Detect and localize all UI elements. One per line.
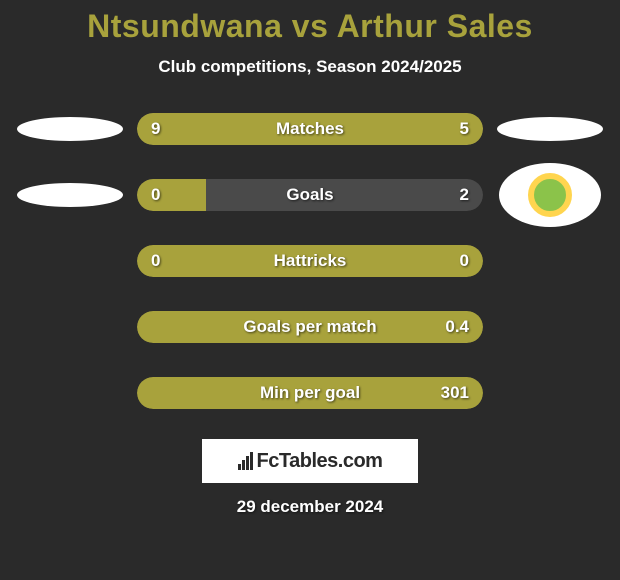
team-badge-placeholder	[17, 183, 123, 207]
stat-value-left: 0	[151, 251, 160, 271]
stat-row: 0 Hattricks 0	[0, 235, 620, 287]
stat-value-left: 0	[151, 185, 160, 205]
right-badge-slot	[495, 103, 605, 155]
stat-label: Min per goal	[260, 383, 360, 403]
stat-value-right: 0.4	[445, 317, 469, 337]
stat-label: Goals	[286, 185, 333, 205]
stat-bar: 0 Hattricks 0	[137, 245, 483, 277]
stat-label: Hattricks	[274, 251, 347, 271]
brand-text: FcTables.com	[257, 450, 383, 473]
right-badge-slot	[495, 367, 605, 419]
stat-row: 0 Goals 2	[0, 169, 620, 221]
brand-logo: FcTables.com	[202, 439, 418, 483]
stat-row: Min per goal 301	[0, 367, 620, 419]
left-badge-slot	[15, 301, 125, 353]
stat-label: Goals per match	[243, 317, 376, 337]
stat-value-right: 2	[460, 185, 469, 205]
right-badge-slot	[495, 235, 605, 287]
left-badge-slot	[15, 169, 125, 221]
comparison-rows: 9 Matches 5 0 Goals 2 0 Hattricks 0 Goals per mat…	[0, 103, 620, 419]
right-badge-slot	[495, 169, 605, 221]
stat-value-left: 9	[151, 119, 160, 139]
club-badge	[499, 163, 601, 227]
stat-label: Matches	[276, 119, 344, 139]
stat-row: 9 Matches 5	[0, 103, 620, 155]
subtitle: Club competitions, Season 2024/2025	[0, 57, 620, 77]
left-badge-slot	[15, 235, 125, 287]
stat-bar: Min per goal 301	[137, 377, 483, 409]
stat-bar: 0 Goals 2	[137, 179, 483, 211]
stat-row: Goals per match 0.4	[0, 301, 620, 353]
date-label: 29 december 2024	[0, 497, 620, 517]
page-title: Ntsundwana vs Arthur Sales	[0, 8, 620, 45]
stat-value-right: 301	[441, 383, 469, 403]
team-badge-placeholder	[17, 117, 123, 141]
stat-bar: Goals per match 0.4	[137, 311, 483, 343]
stat-value-right: 0	[460, 251, 469, 271]
comparison-infographic: Ntsundwana vs Arthur Sales Club competit…	[0, 0, 620, 517]
right-badge-slot	[495, 301, 605, 353]
club-crest-icon	[528, 173, 572, 217]
left-badge-slot	[15, 367, 125, 419]
stat-bar: 9 Matches 5	[137, 113, 483, 145]
left-badge-slot	[15, 103, 125, 155]
bar-chart-icon	[238, 452, 253, 470]
team-badge-placeholder	[497, 117, 603, 141]
bar-fill-left	[137, 179, 206, 211]
stat-value-right: 5	[460, 119, 469, 139]
